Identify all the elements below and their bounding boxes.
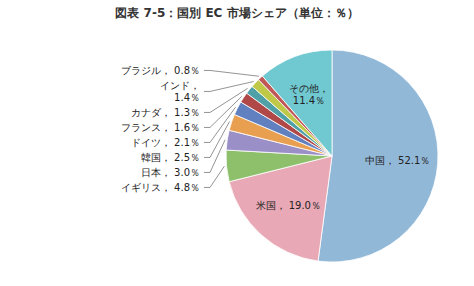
pie: 中国米国イギリス日本韓国ドイツフランスカナダインドブラジルその他中国， 52.1…: [121, 50, 438, 262]
pie-slice: その他: [262, 50, 332, 156]
leader-line: [204, 107, 236, 142]
title: 図表 7-5：国別 EC 市場シェア（単位：％）: [115, 6, 358, 20]
data-label: ブラジル， 0.8％: [121, 65, 200, 76]
data-label: 米国， 19.0％: [256, 200, 321, 211]
leader-line: [204, 166, 224, 187]
data-label: フランス， 1.6％: [121, 122, 200, 133]
data-label: 中国， 52.1％: [365, 155, 430, 166]
data-label: カナダ， 1.3％: [131, 107, 200, 118]
leader-line: [204, 81, 254, 91]
leader-line: [204, 88, 248, 112]
leader-line: [204, 96, 242, 127]
leader-line: [204, 70, 259, 76]
leader-line: [204, 140, 225, 173]
data-label: インド，1.4％: [160, 80, 200, 103]
data-label: イギリス， 4.8％: [121, 182, 200, 193]
data-label: 日本， 3.0％: [141, 167, 200, 178]
data-label: ドイツ， 2.1％: [131, 137, 200, 148]
data-label: その他，11.4％: [289, 83, 329, 106]
chart: 図表 7-5：国別 EC 市場シェア（単位：％） 中国米国イギリス日本韓国ドイツフ…: [0, 0, 474, 286]
data-label: 韓国， 2.5％: [141, 152, 200, 163]
leader-line: [204, 122, 229, 158]
pie-slice: 中国: [318, 50, 438, 262]
